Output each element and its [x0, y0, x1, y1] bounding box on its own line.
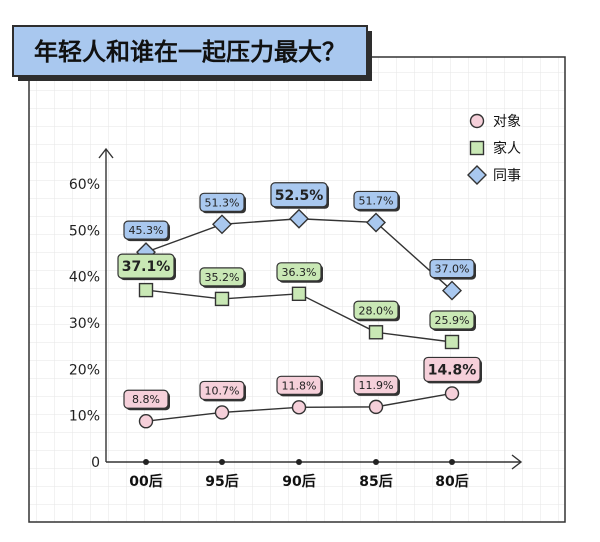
axes: 0 10% 20% 30% 40% 50% 60% 00后 95后 90后 85后 80后 — [69, 147, 523, 490]
data-label: 28.0% — [353, 300, 400, 322]
data-label: 11.9% — [353, 375, 400, 396]
data-point — [289, 208, 309, 229]
y-tick-label: 20% — [69, 362, 100, 378]
y-tick-label: 40% — [69, 270, 100, 286]
data-label: 14.8% — [423, 356, 482, 384]
data-label: 37.0% — [429, 258, 476, 280]
data-label: 36.3% — [276, 262, 323, 283]
y-tick-label: 50% — [69, 223, 100, 239]
legend-label: 同事 — [493, 168, 521, 184]
data-label: 35.2% — [199, 267, 246, 288]
data-label-text: 11.8% — [282, 379, 317, 392]
data-label: 10.7% — [199, 380, 246, 402]
data-label: 25.9% — [429, 310, 476, 331]
x-tick-label: 85后 — [359, 473, 392, 490]
data-label-text: 11.9% — [359, 379, 394, 392]
data-point — [291, 400, 307, 415]
x-tick-dot — [373, 459, 379, 465]
data-label: 11.8% — [276, 375, 323, 397]
data-point — [368, 399, 384, 415]
x-tick-dot — [143, 459, 149, 465]
x-tick-dot — [449, 459, 455, 465]
y-axis-arrow — [98, 147, 114, 159]
legend-item: 同事 — [467, 165, 521, 185]
data-point — [138, 282, 154, 298]
x-tick-dot — [219, 459, 225, 465]
legend-item: 家人 — [469, 140, 521, 157]
data-label: 8.8% — [123, 389, 170, 411]
data-label-text: 51.3% — [205, 196, 240, 209]
data-label-text: 37.1% — [122, 259, 171, 275]
data-label: 52.5% — [270, 182, 329, 209]
x-axis-arrow — [511, 454, 523, 470]
data-label: 51.3% — [199, 192, 246, 214]
y-tick-label: 60% — [69, 177, 100, 193]
legend-item: 对象 — [469, 113, 521, 130]
data-point — [291, 286, 307, 302]
legend-marker — [469, 140, 485, 156]
data-label-text: 45.3% — [129, 224, 164, 237]
data-point — [444, 334, 460, 350]
data-label-text: 10.7% — [205, 384, 240, 397]
data-point — [444, 386, 460, 401]
data-label-text: 28.0% — [359, 304, 394, 317]
legend-marker — [469, 113, 485, 129]
title-banner: 年轻人和谁在一起压力最大？ — [12, 25, 372, 81]
chart-title: 年轻人和谁在一起压力最大？ — [34, 38, 346, 66]
data-label-text: 35.2% — [205, 271, 240, 284]
data-point — [214, 291, 230, 307]
data-point — [368, 325, 384, 340]
data-label-text: 37.0% — [435, 263, 470, 276]
legend-marker — [467, 165, 487, 185]
x-tick-label: 95后 — [205, 473, 238, 490]
y-tick-label: 0 — [91, 455, 100, 471]
x-tick-dot — [296, 459, 302, 465]
data-point — [138, 414, 154, 429]
data-point — [442, 280, 462, 301]
data-label-text: 51.7% — [359, 194, 394, 207]
x-tick-label: 00后 — [129, 473, 162, 490]
data-label: 51.7% — [353, 190, 400, 212]
data-label-text: 14.8% — [428, 362, 477, 378]
y-tick-label: 30% — [69, 316, 100, 332]
x-tick-label: 80后 — [435, 473, 468, 490]
legend-label: 对象 — [493, 114, 521, 130]
x-tick-label: 90后 — [282, 473, 315, 490]
data-label-text: 25.9% — [435, 314, 470, 327]
data-point — [214, 405, 230, 420]
data-point — [366, 212, 386, 233]
legend-label: 家人 — [493, 140, 521, 157]
data-label-text: 52.5% — [275, 188, 324, 204]
data-label: 45.3% — [123, 220, 170, 242]
data-label-text: 36.3% — [282, 266, 317, 279]
y-tick-label: 10% — [69, 409, 100, 425]
data-label: 37.1% — [117, 253, 176, 281]
data-labels: 8.8% 10.7% 11.8% 11.9% 14.8% 37.1% 35.2% 36.3% 2… — [117, 182, 482, 411]
data-point — [212, 214, 232, 235]
data-label-text: 8.8% — [132, 393, 160, 406]
